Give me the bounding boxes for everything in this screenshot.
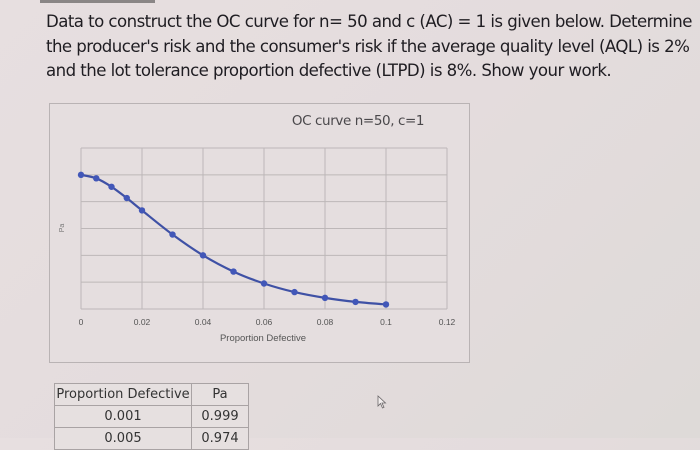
- data-point-marker: [169, 231, 176, 238]
- x-axis-label: Proportion Defective: [219, 333, 307, 344]
- header-proportion-defective: Proportion Defective: [54, 383, 192, 406]
- x-tick-label: 0: [78, 317, 84, 327]
- data-point-marker: [77, 171, 85, 179]
- data-point-marker: [382, 301, 390, 308]
- data-markers: [77, 171, 390, 308]
- problem-line-2: the producer's risk and the consumer's r…: [46, 36, 690, 56]
- data-point-marker: [260, 280, 268, 287]
- chart-frame: [49, 103, 470, 363]
- data-point-marker: [199, 252, 207, 259]
- table-row: 0.005 0.974: [54, 427, 249, 450]
- oc-curve-line: [80, 173, 387, 306]
- x-tick-label: 0.06: [255, 317, 273, 327]
- x-tick-label: 0.1: [380, 317, 392, 327]
- cell-pa: 0.999: [191, 405, 249, 428]
- y-axis-label: Pa: [59, 223, 66, 233]
- data-point-marker: [123, 194, 130, 202]
- cell-proportion: 0.005: [54, 427, 192, 450]
- data-point-marker: [108, 183, 115, 190]
- problem-statement: Data to construct the OC curve for n= 50…: [46, 10, 693, 84]
- data-point-marker: [321, 294, 329, 302]
- mouse-pointer-icon: [377, 395, 387, 409]
- data-point-marker: [138, 207, 146, 214]
- data-point-marker: [230, 268, 237, 275]
- cell-proportion: 0.001: [54, 405, 192, 428]
- table-row: 0.001 0.999: [54, 405, 249, 428]
- chart-title: OC curve n=50, c=1: [291, 113, 425, 129]
- plot-grid: [80, 147, 448, 310]
- x-tick-label: 0.04: [194, 317, 212, 327]
- x-tick-label: 0.02: [133, 317, 151, 327]
- problem-line-3: and the lot tolerance proportion defecti…: [46, 61, 612, 80]
- x-tick-label: 0.12: [438, 317, 456, 327]
- header-pa: Pa: [191, 383, 249, 406]
- x-tick-label: 0.08: [316, 317, 334, 327]
- top-edge-bar: [40, 0, 155, 3]
- table-header-row: Proportion Defective Pa: [54, 383, 249, 406]
- data-point-marker: [93, 175, 100, 182]
- data-point-marker: [291, 288, 298, 296]
- problem-line-1: Data to construct the OC curve for n= 50…: [46, 12, 693, 31]
- cell-pa: 0.974: [191, 427, 249, 450]
- oc-curve-plot: [77, 147, 448, 310]
- data-point-marker: [352, 298, 359, 306]
- data-table: Proportion Defective Pa 0.001 0.999 0.00…: [54, 383, 249, 450]
